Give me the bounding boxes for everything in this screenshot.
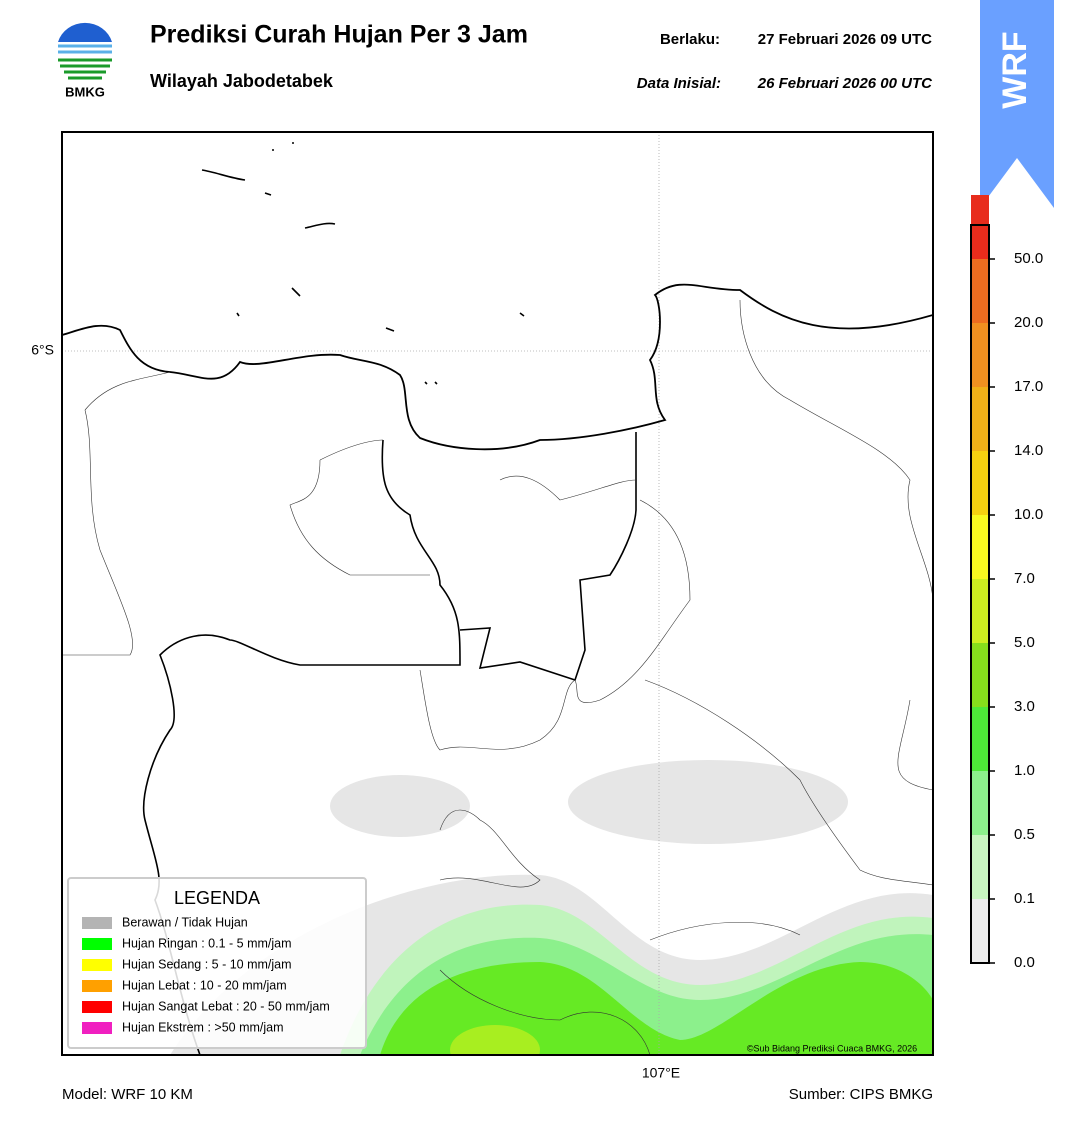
colorbar-segment	[971, 899, 989, 963]
colorbar-tick-label: 5.0	[1014, 634, 1035, 651]
colorbar-segment	[971, 323, 989, 387]
colorbar-segment	[971, 771, 989, 835]
subtitle: Wilayah Jabodetabek	[150, 71, 334, 91]
colorbar-tick-label: 17.0	[1014, 378, 1043, 395]
colorbar-segment	[971, 643, 989, 707]
legend-swatch	[82, 959, 112, 971]
legend-swatch	[82, 917, 112, 929]
colorbar-segment	[971, 451, 989, 515]
colorbar: 0.0 0.1 0.5 1.0 3.0 5.0 7.0 10.0 14.0 17.0 20.0 50.…	[970, 195, 1043, 971]
colorbar-frame	[970, 224, 990, 964]
legend-title: LEGENDA	[174, 888, 260, 908]
colorbar-segment	[971, 195, 989, 259]
legend-label: Hujan Ekstrem : >50 mm/jam	[122, 1020, 284, 1034]
colorbar-tick-label: 14.0	[1014, 442, 1043, 459]
lat-label: 6°S	[31, 342, 54, 358]
logo	[58, 22, 112, 80]
badge-text: WRF	[996, 31, 1034, 108]
legend-swatch	[82, 1022, 112, 1034]
legend: Berawan / Tidak Hujan Hujan Ringan : 0.1 …	[82, 915, 330, 1034]
valid: 27 Februari 2026 09 UTC	[758, 31, 932, 48]
badge	[980, 0, 1054, 208]
credit: ©Sub Bidang Prediksi Cuaca BMKG, 2026	[747, 1043, 917, 1053]
legend-label: Hujan Sedang : 5 - 10 mm/jam	[122, 957, 292, 971]
colorbar-segment	[971, 387, 989, 451]
legend-swatch	[82, 938, 112, 950]
legend-label: Hujan Sangat Lebat : 20 - 50 mm/jam	[122, 999, 330, 1013]
legend-label: Hujan Lebat : 10 - 20 mm/jam	[122, 978, 287, 992]
colorbar-tick-label: 10.0	[1014, 506, 1043, 523]
colorbar-segment	[971, 579, 989, 643]
colorbar-segment	[971, 259, 989, 323]
logo-text: BMKG	[65, 84, 105, 99]
init-label: Data Inisial:	[637, 75, 721, 92]
colorbar-segment	[971, 515, 989, 579]
colorbar-tick-label: 7.0	[1014, 570, 1035, 587]
colorbar-segment	[971, 835, 989, 899]
colorbar-tick-label: 20.0	[1014, 314, 1043, 331]
colorbar-tick-label: 1.0	[1014, 762, 1035, 779]
colorbar-tick-label: 0.1	[1014, 890, 1035, 907]
legend-box	[67, 877, 367, 1049]
map-frame	[61, 131, 934, 1056]
init: 26 Februari 2026 00 UTC	[757, 75, 933, 92]
colorbar-tick-label: 3.0	[1014, 698, 1035, 715]
source: Sumber: CIPS BMKG	[789, 1086, 933, 1103]
title: Prediksi Curah Hujan Per 3 Jam	[150, 21, 528, 49]
legend-label: Berawan / Tidak Hujan	[122, 915, 248, 929]
colorbar-segment	[971, 707, 989, 771]
legend-swatch	[82, 980, 112, 992]
valid-label: Berlaku:	[660, 31, 720, 48]
colorbar-tick-label: 50.0	[1014, 250, 1043, 267]
legend-label: Hujan Ringan : 0.1 - 5 mm/jam	[122, 936, 292, 950]
model: Model: WRF 10 KM	[62, 1086, 193, 1103]
colorbar-tick-label: 0.5	[1014, 826, 1035, 843]
colorbar-tick-label: 0.0	[1014, 954, 1035, 971]
lon-label: 107°E	[642, 1065, 680, 1081]
legend-swatch	[82, 1001, 112, 1013]
